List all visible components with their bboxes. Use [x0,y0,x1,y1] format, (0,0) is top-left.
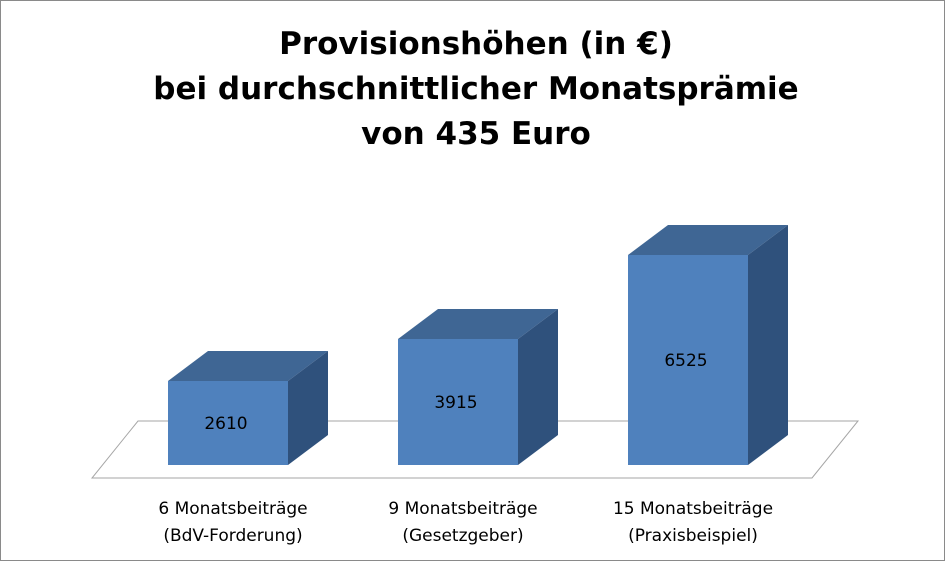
category-label-2-line-2: (Gesetzgeber) [402,526,523,546]
chart-title: Provisionshöhen (in €) bei durchschnittl… [0,22,952,157]
chart-title-line-2: bei durchschnittlicher Monatsprämie [153,71,799,107]
category-label-1-line-1: 6 Monatsbeiträge [158,499,307,519]
bar-top-1 [168,351,328,381]
data-label-2: 3915 [434,393,477,413]
bar-top-2 [398,309,558,339]
category-label-3-line-2: (Praxisbeispiel) [628,526,758,546]
chart-title-line-3: von 435 Euro [361,116,591,152]
bar-side-1 [288,351,328,465]
bar-side-3 [748,225,788,465]
bar-front-2 [398,339,518,465]
bar-side-2 [518,309,558,465]
bar-top-3 [628,225,788,255]
category-label-3-line-1: 15 Monatsbeiträge [613,499,773,519]
data-label-1: 2610 [204,414,247,434]
bar-front-1 [168,381,288,465]
bar-front-3 [628,255,748,465]
chart-title-line-1: Provisionshöhen (in €) [279,26,673,62]
data-label-3: 6525 [664,351,707,371]
category-label-2-line-1: 9 Monatsbeiträge [388,499,537,519]
category-label-1-line-2: (BdV-Forderung) [163,526,302,546]
